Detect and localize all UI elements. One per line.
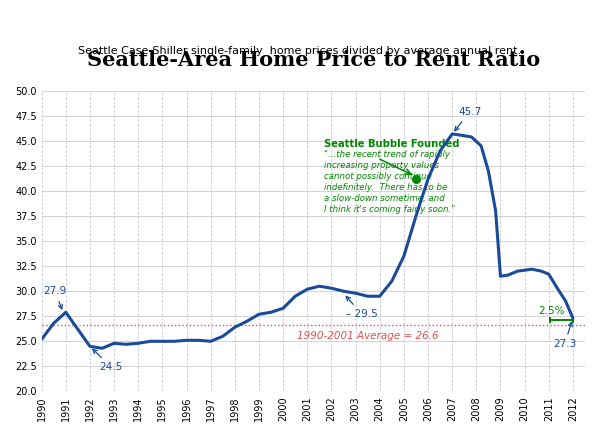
Text: "...the recent trend of rapidly
increasing property values
cannot possibly conti: "...the recent trend of rapidly increasi… [324,150,455,215]
Text: Seattle Bubble Founded: Seattle Bubble Founded [324,139,460,149]
Text: 27.9: 27.9 [43,286,67,309]
Text: 2.5%: 2.5% [538,306,565,316]
Text: 27.3: 27.3 [553,322,576,349]
Text: 1990-2001 Average = 26.6: 1990-2001 Average = 26.6 [297,331,439,341]
Title: Seattle-Area Home Price to Rent Ratio: Seattle-Area Home Price to Rent Ratio [86,50,540,70]
Text: – 29.5: – 29.5 [346,296,377,319]
Text: Seattle Case-Shiller single-family  home prices divided by average annual rent.: Seattle Case-Shiller single-family home … [79,46,521,56]
Text: 45.7: 45.7 [455,107,481,131]
Text: 24.5: 24.5 [93,349,123,372]
